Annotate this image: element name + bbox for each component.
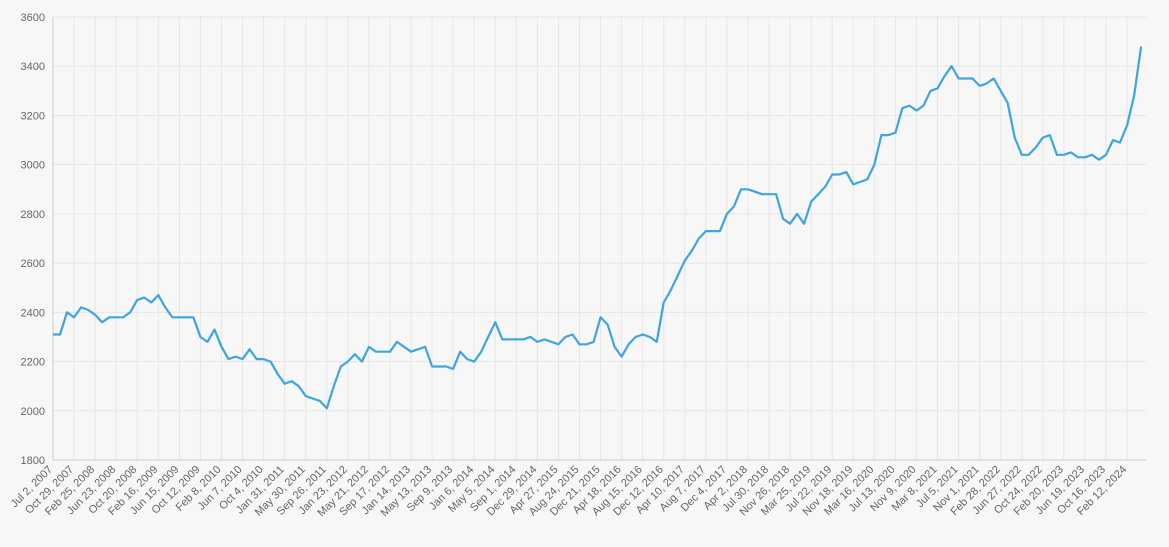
y-tick-label: 3600 xyxy=(21,12,45,24)
y-tick-label: 1800 xyxy=(21,455,45,467)
y-tick-label: 3200 xyxy=(21,110,45,122)
series-line xyxy=(53,46,1143,410)
y-tick-label: 2200 xyxy=(21,357,45,369)
y-tick-label: 3400 xyxy=(21,61,45,73)
y-tick-label: 3000 xyxy=(21,160,45,172)
y-tick-label: 2400 xyxy=(21,307,45,319)
y-tick-label: 2800 xyxy=(21,209,45,221)
y-tick-label: 2000 xyxy=(21,406,45,418)
y-tick-label: 2600 xyxy=(21,258,45,270)
